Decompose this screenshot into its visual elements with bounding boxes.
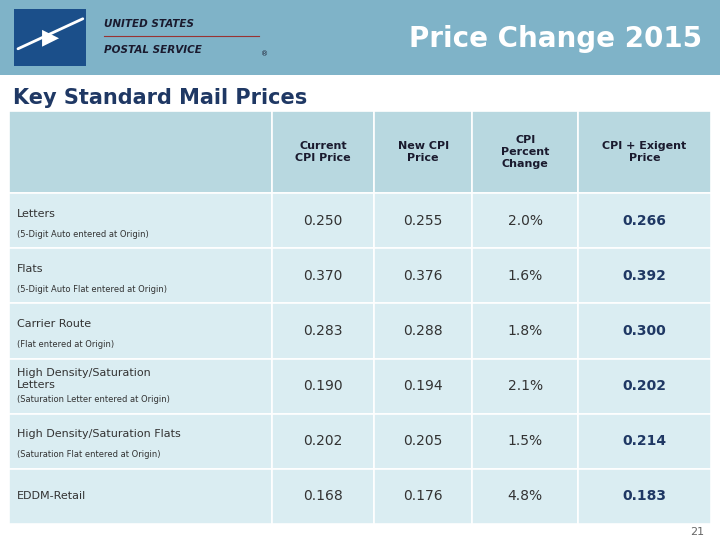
Text: CPI + Exigent
Price: CPI + Exigent Price [603, 141, 687, 163]
FancyBboxPatch shape [374, 111, 472, 193]
FancyBboxPatch shape [9, 414, 272, 469]
FancyBboxPatch shape [472, 414, 578, 469]
FancyBboxPatch shape [472, 248, 578, 303]
Text: POSTAL SERVICE: POSTAL SERVICE [104, 44, 202, 55]
FancyBboxPatch shape [472, 469, 578, 524]
FancyBboxPatch shape [272, 193, 374, 248]
Text: UNITED STATES: UNITED STATES [104, 19, 194, 29]
FancyBboxPatch shape [472, 111, 578, 193]
FancyBboxPatch shape [9, 359, 272, 414]
Text: 0.283: 0.283 [303, 324, 343, 338]
FancyBboxPatch shape [14, 9, 86, 66]
FancyBboxPatch shape [9, 248, 272, 303]
Text: 0.168: 0.168 [303, 489, 343, 503]
FancyBboxPatch shape [272, 111, 374, 193]
Text: 0.266: 0.266 [623, 214, 667, 228]
Text: 0.288: 0.288 [403, 324, 443, 338]
Text: 1.6%: 1.6% [508, 269, 543, 283]
FancyBboxPatch shape [578, 469, 711, 524]
FancyBboxPatch shape [9, 193, 272, 248]
Text: (Saturation Flat entered at Origin): (Saturation Flat entered at Origin) [17, 450, 161, 459]
FancyBboxPatch shape [578, 193, 711, 248]
Text: 1.5%: 1.5% [508, 434, 543, 448]
FancyBboxPatch shape [272, 248, 374, 303]
Text: ▶: ▶ [42, 28, 59, 48]
Text: 0.202: 0.202 [303, 434, 343, 448]
Text: 1.8%: 1.8% [508, 324, 543, 338]
Text: 0.214: 0.214 [623, 434, 667, 448]
Text: (Saturation Letter entered at Origin): (Saturation Letter entered at Origin) [17, 395, 170, 404]
FancyBboxPatch shape [9, 303, 272, 359]
Text: CPI
Percent
Change: CPI Percent Change [501, 136, 549, 168]
Text: 0.202: 0.202 [623, 379, 667, 393]
Text: 0.376: 0.376 [403, 269, 443, 283]
Text: 2.0%: 2.0% [508, 214, 543, 228]
FancyBboxPatch shape [578, 359, 711, 414]
FancyBboxPatch shape [374, 469, 472, 524]
Text: 0.176: 0.176 [403, 489, 443, 503]
Text: Flats: Flats [17, 264, 44, 274]
FancyBboxPatch shape [578, 414, 711, 469]
FancyBboxPatch shape [472, 303, 578, 359]
Text: 4.8%: 4.8% [508, 489, 543, 503]
FancyBboxPatch shape [578, 303, 711, 359]
FancyBboxPatch shape [374, 303, 472, 359]
FancyBboxPatch shape [374, 414, 472, 469]
Text: 0.370: 0.370 [303, 269, 343, 283]
Text: Current
CPI Price: Current CPI Price [295, 141, 351, 163]
Text: 0.205: 0.205 [403, 434, 443, 448]
Text: (5-Digit Auto Flat entered at Origin): (5-Digit Auto Flat entered at Origin) [17, 285, 167, 294]
FancyBboxPatch shape [472, 359, 578, 414]
Text: Carrier Route: Carrier Route [17, 319, 91, 329]
Text: (Flat entered at Origin): (Flat entered at Origin) [17, 340, 114, 349]
FancyBboxPatch shape [374, 193, 472, 248]
Text: 2.1%: 2.1% [508, 379, 543, 393]
FancyBboxPatch shape [0, 0, 720, 75]
FancyBboxPatch shape [578, 111, 711, 193]
Text: 21: 21 [690, 527, 704, 537]
Text: ®: ® [261, 51, 268, 57]
Text: 0.190: 0.190 [303, 379, 343, 393]
Text: Letters: Letters [17, 208, 56, 219]
Text: 0.250: 0.250 [303, 214, 343, 228]
Text: High Density/Saturation Flats: High Density/Saturation Flats [17, 429, 181, 439]
Text: 0.194: 0.194 [403, 379, 443, 393]
Text: 0.255: 0.255 [403, 214, 443, 228]
Text: 0.183: 0.183 [623, 489, 667, 503]
Text: High Density/Saturation
Letters: High Density/Saturation Letters [17, 368, 150, 390]
FancyBboxPatch shape [272, 469, 374, 524]
FancyBboxPatch shape [472, 193, 578, 248]
Text: (5-Digit Auto entered at Origin): (5-Digit Auto entered at Origin) [17, 230, 149, 239]
Text: EDDM-Retail: EDDM-Retail [17, 491, 86, 501]
Text: New CPI
Price: New CPI Price [397, 141, 449, 163]
Text: 0.392: 0.392 [623, 269, 667, 283]
Text: 0.300: 0.300 [623, 324, 667, 338]
FancyBboxPatch shape [374, 248, 472, 303]
FancyBboxPatch shape [374, 359, 472, 414]
FancyBboxPatch shape [9, 111, 272, 193]
FancyBboxPatch shape [272, 303, 374, 359]
FancyBboxPatch shape [578, 248, 711, 303]
Text: Key Standard Mail Prices: Key Standard Mail Prices [13, 89, 307, 109]
FancyBboxPatch shape [272, 359, 374, 414]
FancyBboxPatch shape [9, 469, 272, 524]
Text: Price Change 2015: Price Change 2015 [409, 25, 702, 53]
FancyBboxPatch shape [272, 414, 374, 469]
